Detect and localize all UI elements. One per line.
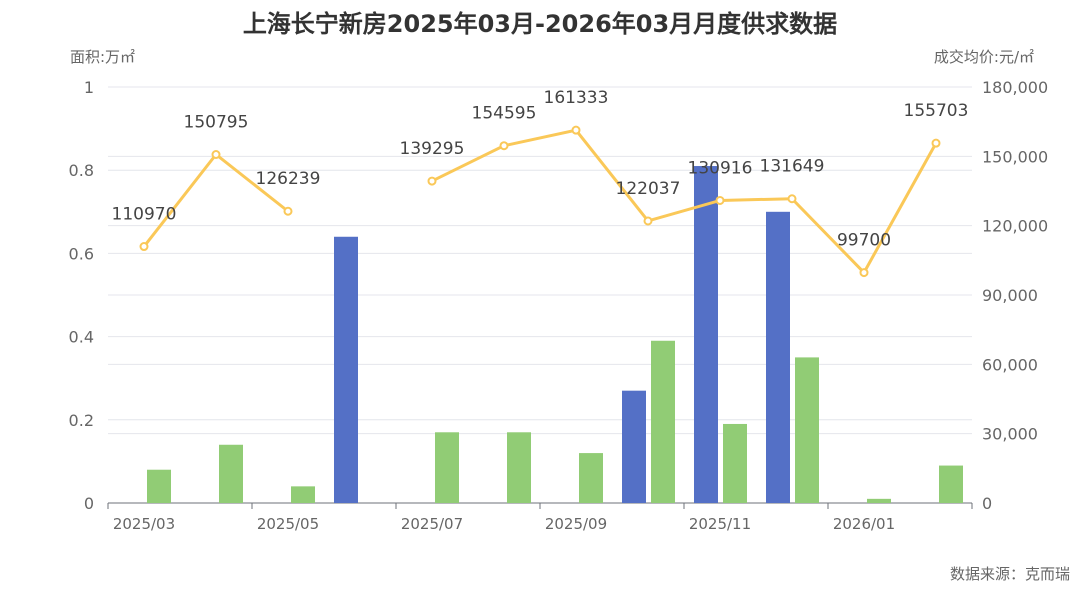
y-left-tick-label: 0.4 xyxy=(69,328,94,347)
price-data-label: 126239 xyxy=(256,169,321,189)
price-data-label: 139295 xyxy=(400,139,465,159)
transaction-bar xyxy=(147,469,171,503)
y-right-tick-label: 0 xyxy=(982,494,992,513)
price-point xyxy=(139,242,149,252)
price-point xyxy=(931,138,941,148)
price-data-label: 154595 xyxy=(472,104,537,124)
y-left-tick-label: 0.8 xyxy=(69,161,94,180)
x-tick-label: 2026/01 xyxy=(833,515,895,533)
x-tick-label: 2025/11 xyxy=(689,515,751,533)
transaction-bar xyxy=(795,357,819,503)
price-data-label: 155703 xyxy=(904,101,969,121)
x-tick-label: 2025/07 xyxy=(401,515,463,533)
supply-bar xyxy=(766,211,790,504)
x-tick-label: 2025/05 xyxy=(257,515,319,533)
transaction-bar xyxy=(507,432,531,503)
supply-bar xyxy=(334,236,358,503)
y-left-tick-label: 0.2 xyxy=(69,411,94,430)
y-right-tick-label: 150,000 xyxy=(982,147,1048,166)
x-tick-label: 2025/09 xyxy=(545,515,607,533)
chart-title: 上海长宁新房2025年03月-2026年03月月度供求数据 xyxy=(242,10,838,38)
price-data-label: 130916 xyxy=(688,158,753,178)
transaction-bar xyxy=(219,444,243,503)
price-data-label: 99700 xyxy=(837,231,891,251)
y-left-tick-label: 0.6 xyxy=(69,244,94,263)
y-right-tick-label: 180,000 xyxy=(982,78,1048,97)
right-axis-title: 成交均价:元/㎡ xyxy=(933,48,1034,66)
price-point xyxy=(715,195,725,205)
price-point xyxy=(499,141,509,151)
price-data-label: 131649 xyxy=(760,157,825,177)
price-point xyxy=(283,206,293,216)
data-source: 数据来源：克而瑞 xyxy=(949,565,1070,583)
price-point xyxy=(787,194,797,204)
supply-bar xyxy=(694,166,718,504)
price-point xyxy=(571,125,581,135)
transaction-bar xyxy=(723,423,747,503)
transaction-bar xyxy=(939,465,963,503)
y-right-tick-label: 60,000 xyxy=(982,355,1038,374)
price-point xyxy=(427,176,437,186)
y-left-tick-label: 1 xyxy=(84,78,94,97)
left-axis-title: 面积:万㎡ xyxy=(70,48,136,66)
price-point xyxy=(211,149,221,159)
price-data-label: 122037 xyxy=(616,179,681,199)
y-left-tick-label: 0 xyxy=(84,494,94,513)
transaction-bar xyxy=(291,486,315,503)
transaction-bar xyxy=(867,498,891,503)
y-right-tick-label: 30,000 xyxy=(982,425,1038,444)
price-point xyxy=(859,268,869,278)
price-data-label: 150795 xyxy=(184,112,249,132)
price-line xyxy=(431,128,938,276)
supply-bar xyxy=(622,390,646,503)
price-point xyxy=(643,216,653,226)
price-data-label: 161333 xyxy=(544,88,609,108)
transaction-bar xyxy=(579,453,603,503)
transaction-bar xyxy=(435,432,459,503)
transaction-bar xyxy=(651,340,675,503)
price-data-label: 110970 xyxy=(112,205,177,225)
y-right-tick-label: 90,000 xyxy=(982,286,1038,305)
y-right-tick-label: 120,000 xyxy=(982,217,1048,236)
x-tick-label: 2025/03 xyxy=(113,515,175,533)
